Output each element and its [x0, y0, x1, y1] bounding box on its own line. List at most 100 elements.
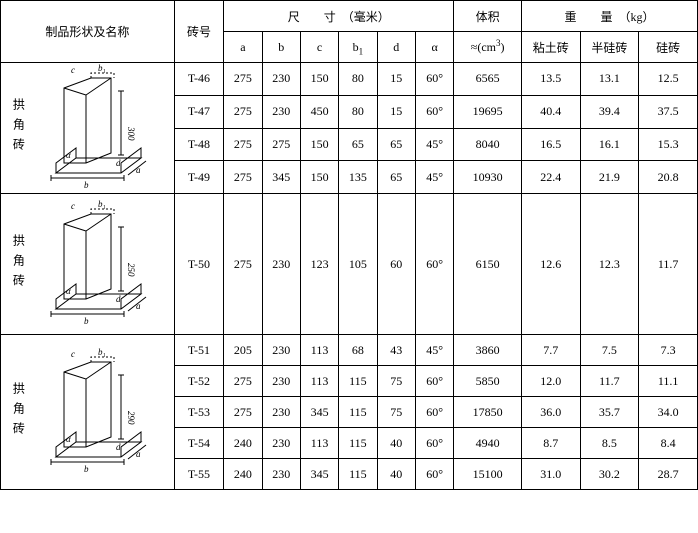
cell-vol: 4940: [454, 428, 522, 459]
shape-label: 拱角砖: [5, 98, 31, 158]
col-wt2: 半硅砖: [580, 32, 639, 63]
cell-w3: 28.7: [639, 459, 698, 490]
col-vol-title: 体积: [454, 1, 522, 32]
cell-b: 345: [262, 161, 300, 194]
cell-w3: 20.8: [639, 161, 698, 194]
cell-b1: 115: [339, 366, 377, 397]
cell-alpha: 45°: [415, 128, 453, 161]
cell-a: 275: [224, 63, 262, 96]
cell-b1: 115: [339, 428, 377, 459]
cell-w1: 36.0: [521, 397, 580, 428]
cell-c: 450: [300, 95, 338, 128]
svg-text:b: b: [84, 464, 89, 474]
shape-cell: 拱角砖 b a c b₁ 290 d α: [1, 335, 175, 490]
col-shape: 制品形状及名称: [1, 1, 175, 63]
cell-a: 205: [224, 335, 262, 366]
cell-d: 75: [377, 397, 415, 428]
svg-text:b: b: [84, 316, 89, 326]
cell-d: 15: [377, 63, 415, 96]
cell-w1: 12.0: [521, 366, 580, 397]
col-c: c: [300, 32, 338, 63]
cell-d: 65: [377, 128, 415, 161]
svg-text:a: a: [136, 165, 141, 175]
col-vol-sub: ≈(cm3): [454, 32, 522, 63]
cell-b: 230: [262, 335, 300, 366]
cell-num: T-52: [174, 366, 224, 397]
shape-diagram: b a c b₁ 300 d α: [19, 63, 174, 193]
cell-w1: 31.0: [521, 459, 580, 490]
cell-w1: 13.5: [521, 63, 580, 96]
cell-alpha: 60°: [415, 397, 453, 428]
cell-d: 40: [377, 459, 415, 490]
cell-a: 275: [224, 161, 262, 194]
cell-alpha: 60°: [415, 366, 453, 397]
cell-num: T-53: [174, 397, 224, 428]
cell-vol: 3860: [454, 335, 522, 366]
cell-w2: 11.7: [580, 366, 639, 397]
svg-text:d: d: [116, 442, 121, 452]
cell-w1: 22.4: [521, 161, 580, 194]
cell-num: T-54: [174, 428, 224, 459]
cell-b: 230: [262, 63, 300, 96]
cell-w3: 7.3: [639, 335, 698, 366]
shape-label: 拱角砖: [5, 234, 31, 294]
svg-text:c: c: [71, 65, 75, 75]
cell-c: 113: [300, 428, 338, 459]
cell-alpha: 60°: [415, 63, 453, 96]
cell-w1: 12.6: [521, 194, 580, 335]
cell-w3: 15.3: [639, 128, 698, 161]
shape-cell: 拱角砖 b a c b₁ 300 d α: [1, 63, 175, 194]
cell-vol: 6150: [454, 194, 522, 335]
cell-w2: 8.5: [580, 428, 639, 459]
col-wt1: 粘土砖: [521, 32, 580, 63]
cell-w3: 11.1: [639, 366, 698, 397]
cell-c: 150: [300, 161, 338, 194]
cell-c: 113: [300, 335, 338, 366]
cell-b: 275: [262, 128, 300, 161]
cell-num: T-51: [174, 335, 224, 366]
cell-w3: 34.0: [639, 397, 698, 428]
cell-b1: 115: [339, 459, 377, 490]
svg-text:c: c: [71, 349, 75, 359]
cell-c: 150: [300, 128, 338, 161]
svg-text:α: α: [66, 434, 71, 444]
cell-w2: 21.9: [580, 161, 639, 194]
cell-c: 123: [300, 194, 338, 335]
cell-num: T-50: [174, 194, 224, 335]
col-num: 砖号: [174, 1, 224, 63]
cell-vol: 5850: [454, 366, 522, 397]
cell-num: T-47: [174, 95, 224, 128]
cell-a: 240: [224, 428, 262, 459]
cell-vol: 15100: [454, 459, 522, 490]
col-d: d: [377, 32, 415, 63]
cell-vol: 19695: [454, 95, 522, 128]
cell-b1: 68: [339, 335, 377, 366]
cell-vol: 17850: [454, 397, 522, 428]
cell-b: 230: [262, 95, 300, 128]
cell-d: 40: [377, 428, 415, 459]
svg-text:300: 300: [126, 126, 136, 141]
cell-a: 275: [224, 194, 262, 335]
svg-text:b₁: b₁: [98, 199, 106, 209]
cell-w2: 30.2: [580, 459, 639, 490]
svg-text:290: 290: [126, 411, 136, 425]
cell-w3: 11.7: [639, 194, 698, 335]
cell-w1: 8.7: [521, 428, 580, 459]
cell-num: T-46: [174, 63, 224, 96]
shape-diagram: b a c b₁ 250 d α: [19, 199, 174, 329]
cell-a: 240: [224, 459, 262, 490]
cell-alpha: 45°: [415, 335, 453, 366]
cell-b1: 135: [339, 161, 377, 194]
svg-text:b₁: b₁: [98, 347, 106, 357]
cell-d: 60: [377, 194, 415, 335]
cell-num: T-49: [174, 161, 224, 194]
cell-w1: 7.7: [521, 335, 580, 366]
cell-b: 230: [262, 428, 300, 459]
col-a: a: [224, 32, 262, 63]
cell-w1: 16.5: [521, 128, 580, 161]
cell-d: 43: [377, 335, 415, 366]
cell-w3: 12.5: [639, 63, 698, 96]
cell-a: 275: [224, 397, 262, 428]
cell-w2: 16.1: [580, 128, 639, 161]
cell-d: 15: [377, 95, 415, 128]
